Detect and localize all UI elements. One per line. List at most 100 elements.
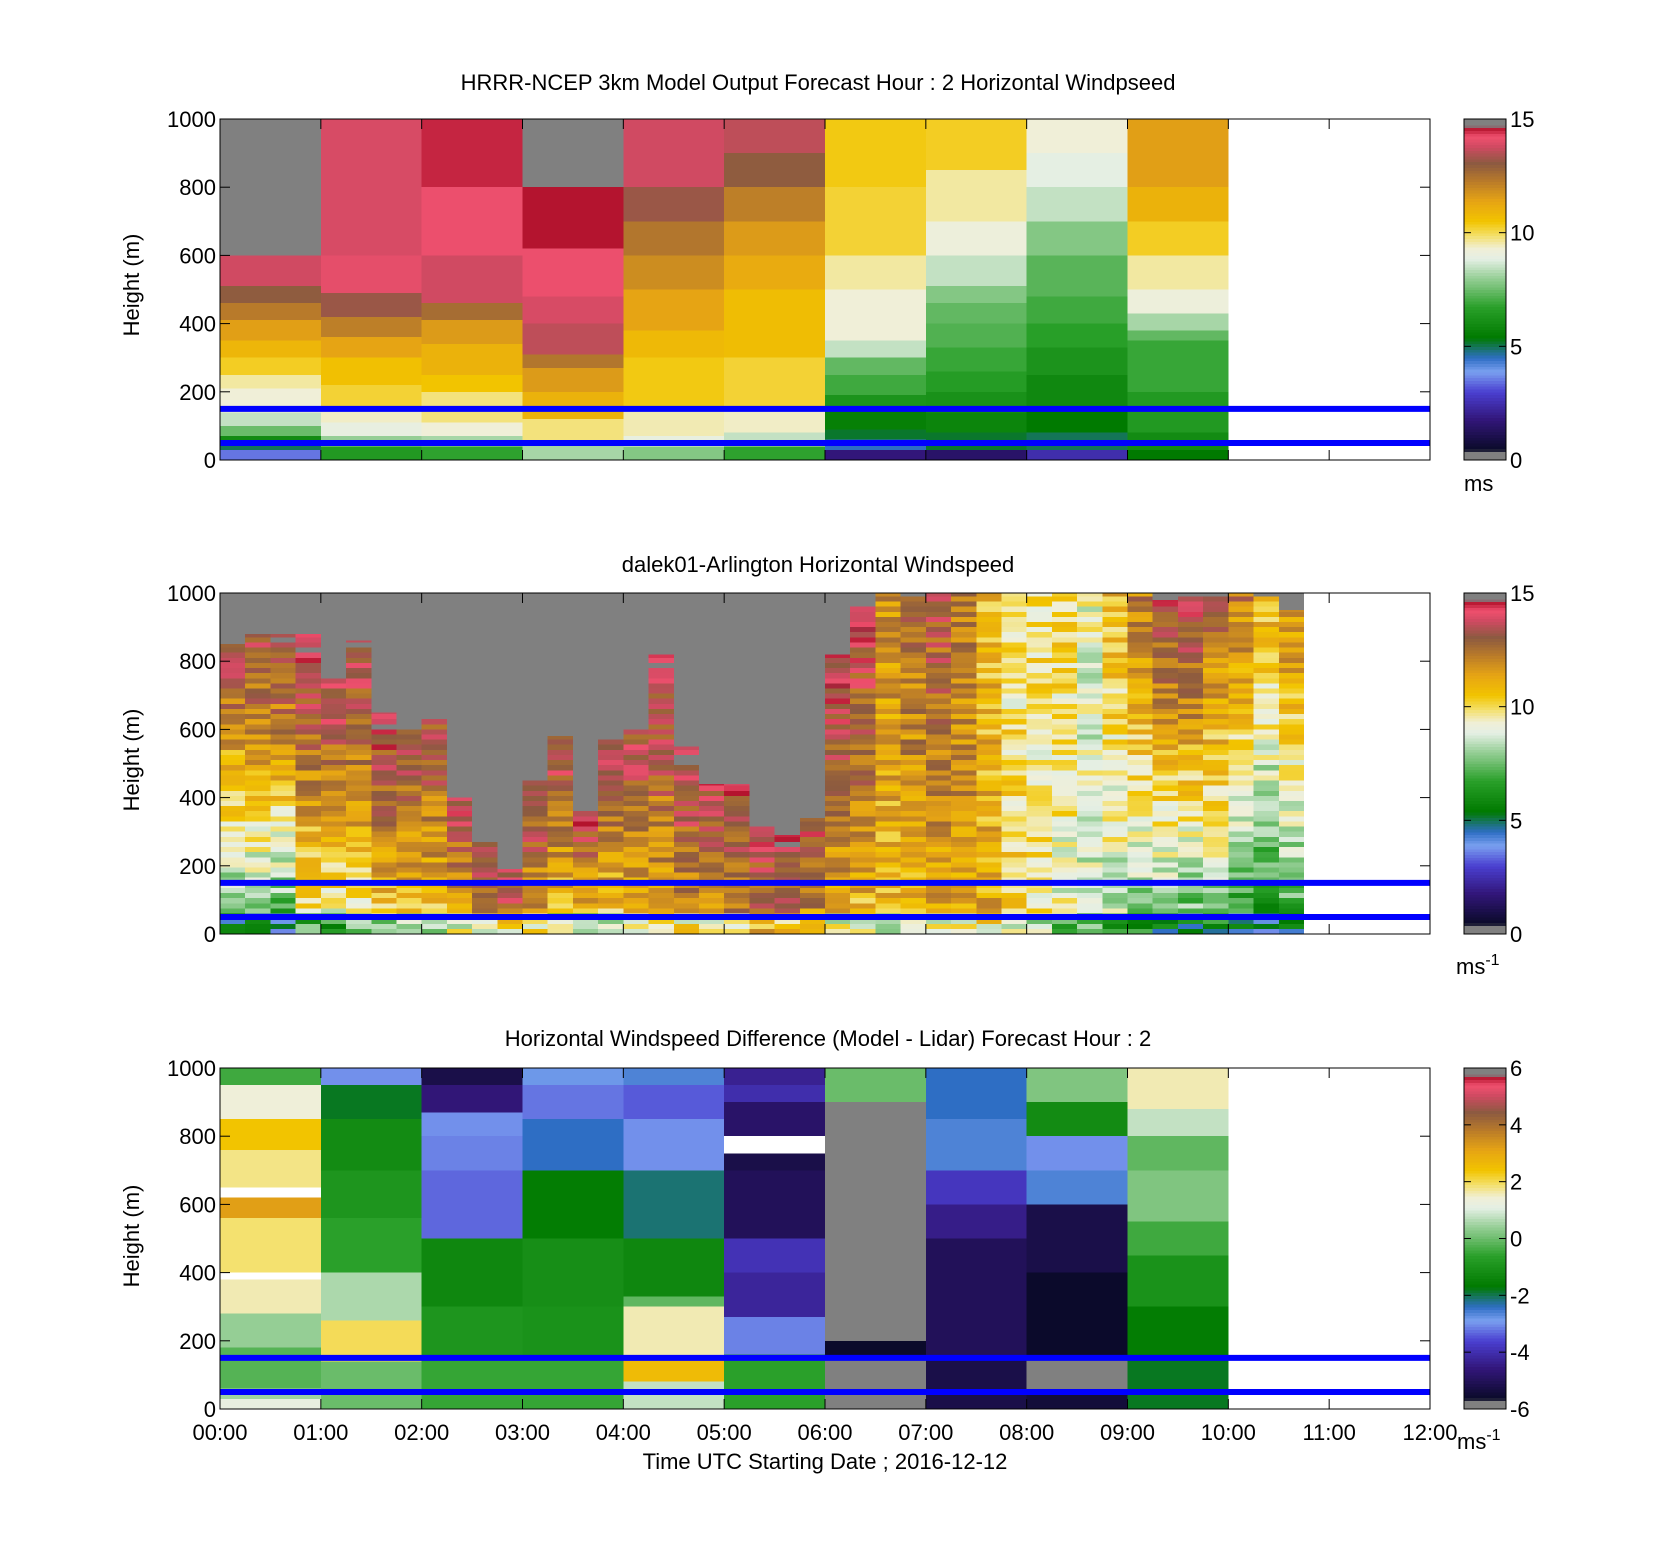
- lidar-cell: [1228, 857, 1254, 863]
- lidar-cell: [1102, 596, 1128, 602]
- lidar-cell: [1203, 688, 1229, 694]
- lidar-cell: [774, 852, 800, 858]
- lidar-cell: [1177, 821, 1204, 827]
- lidar-cell: [1253, 801, 1279, 807]
- lidar-cell: [522, 903, 548, 909]
- lidar-cell: [421, 765, 447, 771]
- colorbar-band: [1464, 246, 1506, 251]
- lidar-cell: [1102, 662, 1128, 669]
- lidar-cell: [1253, 872, 1279, 878]
- lidar-cell: [1228, 836, 1254, 842]
- lidar-missing-region: [749, 593, 775, 822]
- heatmap-cell: [825, 340, 926, 358]
- colorbar-band: [1464, 1298, 1506, 1302]
- lidar-cell: [396, 760, 422, 766]
- lidar-cell: [925, 826, 952, 832]
- lidar-cell: [1278, 652, 1304, 658]
- lidar-cell: [522, 777, 548, 781]
- lidar-cell: [673, 903, 699, 909]
- lidar-cell: [1026, 632, 1052, 638]
- lidar-cell: [1051, 714, 1078, 720]
- heatmap-cell: [320, 292, 422, 317]
- lidar-cell: [245, 744, 271, 750]
- lidar-cell: [1051, 821, 1078, 827]
- lidar-cell: [497, 887, 523, 894]
- lidar-cell: [774, 893, 800, 899]
- lidar-cell: [346, 785, 372, 791]
- lidar-cell: [1001, 698, 1027, 704]
- lidar-cell: [1203, 754, 1229, 761]
- lidar-cell: [1102, 719, 1128, 725]
- lidar-cell: [1127, 637, 1153, 643]
- lidar-cell: [1152, 688, 1178, 694]
- lidar-cell: [900, 887, 926, 894]
- lidar-cell: [698, 785, 725, 791]
- lidar-cell: [1127, 867, 1153, 873]
- lidar-cell: [1278, 627, 1304, 633]
- heatmap-cell: [421, 303, 523, 321]
- lidar-cell: [1177, 593, 1204, 597]
- lidar-cell: [1127, 852, 1153, 858]
- colorbar-band: [1464, 212, 1506, 217]
- lidar-cell: [825, 903, 851, 909]
- colorbar-band: [1464, 655, 1506, 659]
- lidar-cell: [547, 785, 573, 791]
- lidar-cell: [850, 847, 876, 853]
- lidar-cell: [547, 867, 573, 873]
- lidar-cell: [648, 831, 674, 837]
- colorbar-band: [1464, 1309, 1506, 1313]
- lidar-cell: [951, 928, 977, 934]
- heatmap-cell: [925, 1119, 1027, 1171]
- lidar-cell: [825, 801, 851, 807]
- lidar-cell: [1127, 719, 1153, 725]
- lidar-cell: [522, 872, 548, 878]
- lidar-cell: [1077, 632, 1103, 638]
- lidar-cell: [1001, 596, 1027, 602]
- colorbar-band: [1464, 408, 1506, 413]
- lidar-cell: [1152, 862, 1178, 868]
- lidar-cell: [295, 831, 321, 837]
- lidar-cell: [1102, 611, 1128, 617]
- lidar-cell: [371, 754, 397, 761]
- lidar-cell: [472, 872, 498, 878]
- lidar-cell: [1051, 637, 1078, 643]
- colorbar-band: [1464, 885, 1506, 890]
- heatmap-cell: [320, 119, 422, 256]
- lidar-cell: [220, 652, 246, 658]
- lidar-cell: [270, 836, 296, 842]
- lidar-cell: [1127, 785, 1153, 791]
- lidar-cell: [976, 714, 1002, 720]
- lidar-cell: [1228, 760, 1254, 766]
- lidar-cell: [446, 841, 473, 848]
- lidar-cell: [1177, 806, 1204, 812]
- colorbar-band: [1464, 851, 1506, 856]
- lidar-cell: [295, 688, 321, 694]
- colorbar-band: [1464, 635, 1506, 640]
- lidar-cell: [598, 770, 624, 776]
- lidar-cell: [270, 898, 296, 904]
- colorbar-band: [1464, 689, 1506, 694]
- lidar-cell: [825, 775, 851, 781]
- lidar-cell: [1253, 606, 1279, 612]
- lidar-cell: [371, 816, 397, 822]
- lidar-cell: [648, 770, 674, 776]
- lidar-cell: [951, 841, 977, 848]
- lidar-cell: [547, 831, 573, 837]
- lidar-cell: [598, 816, 624, 822]
- lidar-cell: [396, 821, 422, 827]
- lidar-cell: [1203, 611, 1229, 617]
- lidar-cell: [724, 847, 750, 853]
- colorbar-tick-label: -4: [1510, 1340, 1530, 1365]
- lidar-cell: [346, 668, 372, 674]
- heatmap-cell: [421, 1238, 523, 1307]
- lidar-cell: [1203, 831, 1229, 837]
- lidar-cell: [295, 790, 321, 796]
- lidar-cell: [1026, 770, 1052, 776]
- lidar-cell: [522, 928, 548, 934]
- lidar-cell: [799, 908, 825, 914]
- colorbar-band: [1464, 357, 1506, 362]
- lidar-cell: [1051, 678, 1078, 684]
- lidar-cell: [270, 683, 296, 689]
- colorbar-band: [1464, 207, 1506, 211]
- lidar-cell: [623, 790, 649, 796]
